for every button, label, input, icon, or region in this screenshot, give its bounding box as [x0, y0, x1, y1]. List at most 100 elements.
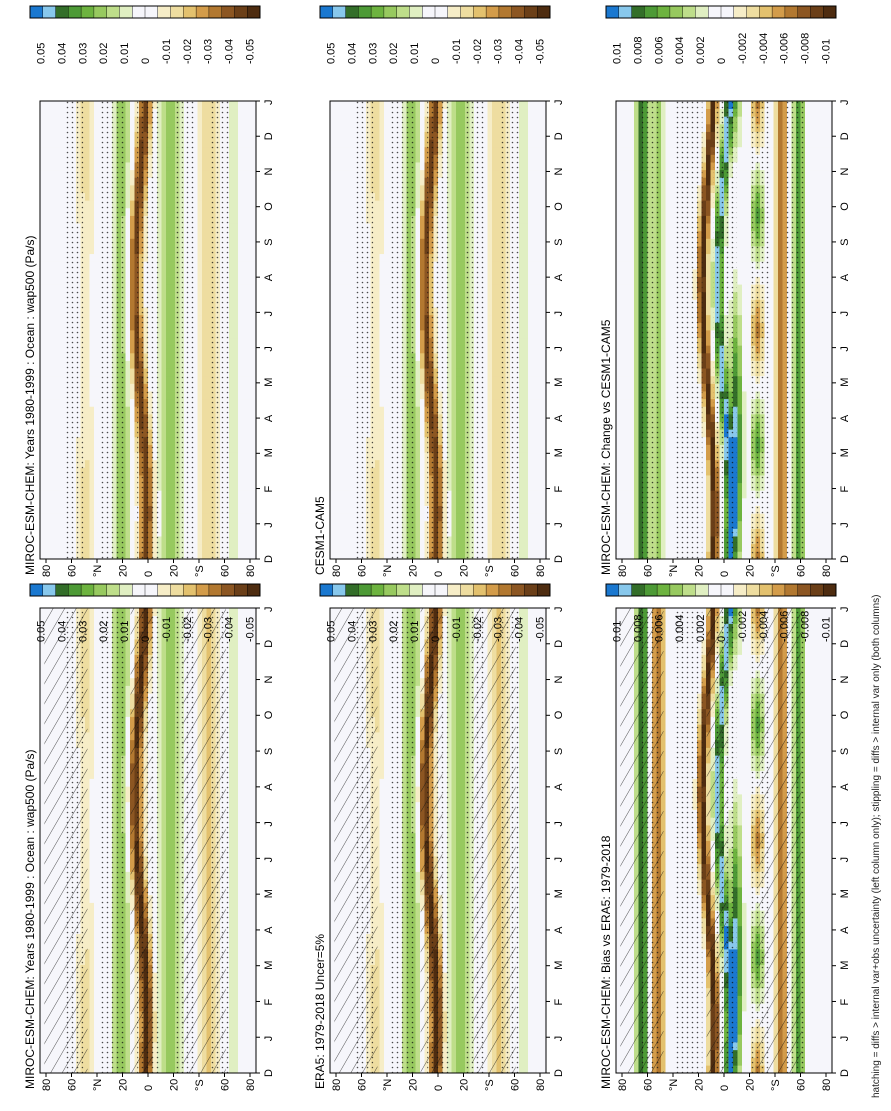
month-tick-label: A [263, 926, 275, 934]
panel-mr: 80 60 °N 20 0 20 °S 60 80 D J F M A M J J A S O N D J CESM1-CAM… [313, 100, 565, 578]
lat-tick-label: 60 [510, 565, 522, 577]
month-tick-label: M [839, 448, 851, 457]
colorbar-label: -0.002 [737, 33, 749, 64]
lat-tick-label: 0 [433, 571, 445, 577]
colorbar-bl: 0.01 0.008 0.006 0.004 0.002 0 -0.002 -0.004 -0.… [605, 583, 837, 642]
month-tick-label: F [839, 999, 851, 1006]
colorbar-label: 0.05 [326, 43, 338, 64]
colorbar-label: -0.01 [821, 617, 833, 642]
lat-tick-label: 20 [169, 1079, 181, 1091]
month-tick-label: D [263, 640, 275, 648]
month-tick-label: N [553, 168, 565, 176]
colorbar-label: -0.02 [182, 39, 194, 64]
stippling-tr [65, 101, 231, 559]
panel-ml: 80 60 °N 20 0 20 °S 60 80 D J F M A M J J A S O N D J ERA5: 197… [313, 607, 565, 1092]
colorbar-label: -0.01 [161, 39, 173, 64]
lat-tick-label: 20 [459, 1079, 471, 1091]
lat-tick-label: 60 [67, 565, 79, 577]
month-tick-label: A [263, 783, 275, 791]
month-tick-label: F [839, 486, 851, 493]
colorbar-label: 0.01 [119, 621, 131, 642]
lat-tick-label: 20 [408, 565, 420, 577]
colorbar-label: -0.05 [535, 617, 547, 642]
month-tick-label: M [263, 961, 275, 970]
lat-tick-label: 60 [643, 565, 655, 577]
colorbar-label: 0.05 [326, 621, 338, 642]
month-tick-label: J [553, 821, 565, 827]
lat-tick-label: °N [92, 1079, 104, 1091]
lat-tick-label: 80 [331, 1079, 343, 1091]
lat-tick-label: 80 [41, 565, 53, 577]
lat-tick-label: 80 [535, 1079, 547, 1091]
lat-tick-label: 0 [719, 571, 731, 577]
month-tick-label: D [839, 132, 851, 140]
colorbar-label: 0.03 [77, 43, 89, 64]
colorbar-label: -0.05 [245, 39, 257, 64]
month-tick-label: S [553, 748, 565, 755]
lat-tick-label: 0 [719, 1085, 731, 1091]
month-tick-label: A [553, 926, 565, 934]
lat-tick-label: 60 [220, 1079, 232, 1091]
month-tick-label: J [553, 311, 565, 317]
month-tick-label: A [263, 273, 275, 281]
month-tick-label: M [263, 889, 275, 898]
lat-tick-label: 80 [617, 565, 629, 577]
month-tick-label: A [553, 273, 565, 281]
month-tick-label: J [839, 522, 851, 528]
lat-tick-label: °S [194, 565, 206, 577]
month-tick-label: N [839, 676, 851, 684]
lat-tick-label: °S [194, 1079, 206, 1091]
lat-tick-label: 20 [694, 565, 706, 577]
lat-tick-label: 20 [694, 1079, 706, 1091]
month-tick-label: J [839, 821, 851, 827]
colorbar-label: -0.002 [737, 611, 749, 642]
colorbar-label: -0.01 [451, 39, 463, 64]
colorbar-label: 0.05 [36, 621, 48, 642]
lat-tick-label: 80 [535, 565, 547, 577]
colorbar-label: 0.03 [77, 621, 89, 642]
panel-title: MIROC-ESM-CHEM: Years 1980-1999 : Ocean … [23, 750, 37, 1089]
colorbar-label: 0.02 [98, 621, 110, 642]
month-tick-label: F [553, 999, 565, 1006]
lat-tick-label: 0 [433, 1085, 445, 1091]
month-tick-label: J [839, 857, 851, 863]
lat-tick-label: °S [770, 565, 782, 577]
month-tick-label: N [263, 168, 275, 176]
colorbar-label: 0 [430, 636, 442, 642]
stippling-br [641, 101, 807, 559]
month-tick-label: J [263, 346, 275, 352]
colorbar-tr: 0.05 0.04 0.03 0.02 0.01 0 -0.01 -0.02 -0.03 -0.0… [29, 5, 261, 64]
colorbar-label: 0.01 [409, 621, 421, 642]
month-tick-label: A [839, 273, 851, 281]
lat-tick-label: 60 [510, 1079, 522, 1091]
month-tick-label: J [553, 100, 565, 106]
colorbar-ml: 0.05 0.04 0.03 0.02 0.01 0 -0.01 -0.02 -0.03 -0.0… [319, 583, 551, 642]
stippling-mr [355, 101, 521, 559]
lat-tick-label: 20 [408, 1079, 420, 1091]
colorbar-label: 0.006 [653, 614, 665, 642]
month-tick-label: J [263, 522, 275, 528]
month-tick-label: N [839, 168, 851, 176]
lat-tick-label: 80 [245, 1079, 257, 1091]
lat-tick-label: °S [484, 565, 496, 577]
month-tick-label: J [263, 857, 275, 863]
lat-tick-label: °N [668, 565, 680, 577]
colorbar-label: 0.02 [388, 621, 400, 642]
lat-tick-label: °N [382, 1079, 394, 1091]
hatching-tl [44, 608, 226, 1073]
lat-tick-label: 60 [220, 565, 232, 577]
month-tick-label: J [263, 100, 275, 106]
colorbar-label: 0.04 [56, 621, 68, 642]
lat-tick-label: 0 [143, 1085, 155, 1091]
colorbar-label: 0.04 [346, 43, 358, 64]
colorbar-label: 0.01 [612, 43, 624, 64]
colorbar-label: 0.002 [695, 614, 707, 642]
colorbar-tl: 0.05 0.04 0.03 0.02 0.01 0 -0.01 -0.02 -0.03 -0.0… [29, 583, 261, 642]
colorbar-label: -0.02 [472, 617, 484, 642]
lat-tick-label: 20 [169, 565, 181, 577]
panel-title: ERA5: 1979-2018 Uncer=5% [313, 934, 327, 1089]
colorbar-label: 0.04 [56, 43, 68, 64]
colorbar-label: -0.02 [182, 617, 194, 642]
month-tick-label: O [263, 202, 275, 211]
